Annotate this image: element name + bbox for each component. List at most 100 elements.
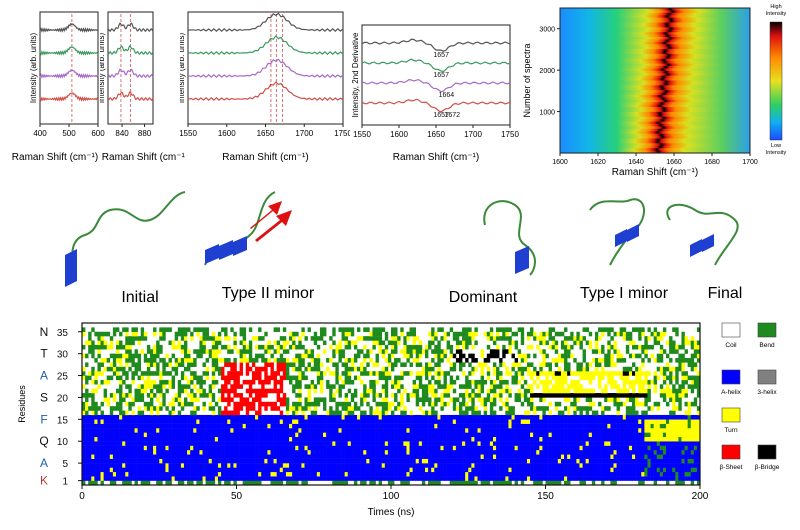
dssp-cell xyxy=(214,401,219,407)
dssp-cell xyxy=(82,467,86,473)
dssp-cell xyxy=(119,423,123,429)
dssp-cell xyxy=(455,419,460,424)
dssp-cell xyxy=(270,471,274,477)
dssp-cell xyxy=(675,423,679,429)
dssp-cell xyxy=(137,476,142,481)
dssp-cell xyxy=(97,436,101,442)
dssp-cell xyxy=(428,379,432,385)
dssp-cell xyxy=(477,467,481,473)
dssp-cell xyxy=(542,432,546,438)
dssp-cell xyxy=(681,476,685,481)
dssp-cell xyxy=(669,476,673,481)
dssp-cell xyxy=(431,454,435,459)
dssp-cell xyxy=(335,476,339,481)
dssp-cell xyxy=(499,406,503,411)
dssp-cell xyxy=(143,388,148,394)
dssp-cell xyxy=(622,401,627,407)
dssp-cell xyxy=(635,449,639,455)
dssp-cell xyxy=(211,480,216,486)
dssp-cell xyxy=(109,449,114,455)
dssp-cell xyxy=(202,476,206,481)
dssp-cell xyxy=(146,393,151,398)
dssp-cell xyxy=(344,463,349,468)
dssp-cell xyxy=(421,432,426,438)
dssp-cell xyxy=(199,428,203,433)
dssp-cell xyxy=(421,397,426,403)
dssp-cell xyxy=(326,476,330,481)
dssp-cell xyxy=(236,436,240,442)
dssp-cell xyxy=(276,480,281,486)
dssp-cell xyxy=(301,432,305,438)
dssp-cell xyxy=(100,419,104,424)
dssp-cell xyxy=(458,441,463,446)
dssp-cell xyxy=(696,467,701,473)
dssp-cell xyxy=(375,471,379,477)
dssp-cell xyxy=(103,393,108,398)
dssp-cell xyxy=(270,423,274,429)
dssp-cell xyxy=(483,397,488,403)
dssp-cell xyxy=(458,436,463,442)
dssp-cell xyxy=(687,423,692,429)
dssp-cell xyxy=(146,471,151,477)
dssp-cell xyxy=(134,445,138,451)
dssp-cell xyxy=(363,436,367,442)
dssp-cell xyxy=(415,467,420,473)
dssp-cell xyxy=(332,428,336,433)
dssp-cell xyxy=(360,393,364,398)
dssp-cell xyxy=(520,384,525,389)
dssp-cell xyxy=(190,393,194,398)
dssp-cell xyxy=(109,419,114,424)
dssp-cell xyxy=(279,463,284,468)
dssp-cell xyxy=(647,463,651,468)
dssp-cell xyxy=(421,423,426,429)
dssp-cell xyxy=(465,454,469,459)
dssp-cell xyxy=(338,432,342,438)
dssp-cell xyxy=(517,414,522,420)
dssp-cell xyxy=(412,449,417,455)
dssp-cell xyxy=(211,458,216,464)
dssp-cell xyxy=(264,423,268,429)
dssp-cell xyxy=(276,458,281,464)
dssp-cell xyxy=(273,406,277,411)
dssp-cell xyxy=(483,454,488,459)
dssp-cell xyxy=(239,445,243,451)
dssp-cell xyxy=(449,463,454,468)
dssp-cell xyxy=(273,401,277,407)
dssp-cell xyxy=(387,432,392,438)
dssp-cell xyxy=(591,463,596,468)
dssp-cell xyxy=(258,445,262,451)
dssp-cell xyxy=(468,423,472,429)
dssp-cell xyxy=(230,449,234,455)
dssp-cell xyxy=(258,406,262,411)
dssp-cell xyxy=(678,480,682,486)
dssp-cell xyxy=(344,401,349,407)
dssp-cell xyxy=(276,423,281,429)
dssp-cell xyxy=(397,401,401,407)
dssp-cell xyxy=(567,406,571,411)
dssp-cell xyxy=(635,458,639,464)
dssp-cell xyxy=(156,458,160,464)
dssp-cell xyxy=(446,436,451,442)
dssp-cell xyxy=(369,458,373,464)
dssp-cell xyxy=(545,463,549,468)
dssp-cell xyxy=(347,379,352,385)
dssp-cell xyxy=(131,419,135,424)
dssp-cell xyxy=(656,436,661,442)
dssp-cell xyxy=(582,445,586,451)
dssp-cell xyxy=(162,423,166,429)
dssp-cell xyxy=(406,463,410,468)
dssp-cell xyxy=(177,423,182,429)
dssp-cell xyxy=(604,423,608,429)
dssp-cell xyxy=(499,449,503,455)
dssp-cell xyxy=(227,379,231,385)
dssp-cell xyxy=(598,449,602,455)
dssp-cell xyxy=(276,393,281,398)
dssp-cell xyxy=(567,410,571,416)
dssp-cell xyxy=(276,419,281,424)
dssp-cell xyxy=(251,428,256,433)
dssp-cell xyxy=(85,441,89,446)
dssp-cell xyxy=(323,471,327,477)
dssp-cell xyxy=(418,476,423,481)
dssp-cell xyxy=(666,423,670,429)
